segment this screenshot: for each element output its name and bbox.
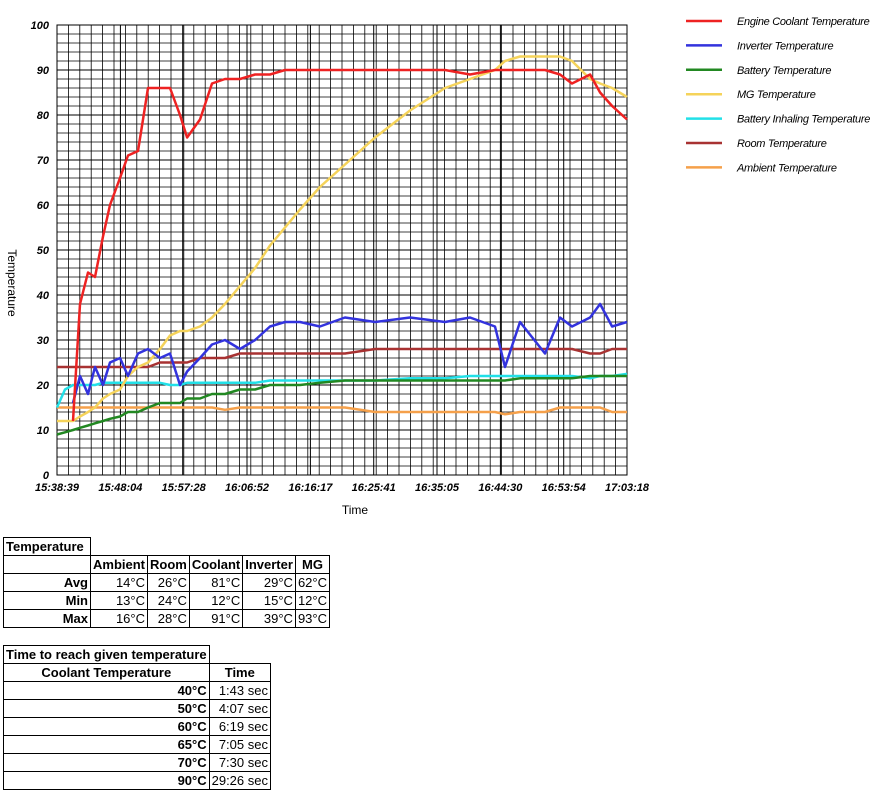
legend-label: Room Temperature: [737, 138, 827, 150]
column-header: Room: [147, 555, 190, 574]
column-header: Coolant: [188, 555, 244, 574]
y-tick-label: 40: [36, 290, 50, 302]
table-cell: 6:19 sec: [208, 717, 271, 736]
series-line: [56, 374, 627, 436]
table-row: Temperature: [3, 537, 330, 556]
row-label: Max: [3, 609, 91, 628]
x-tick-label: 16:53:54: [542, 482, 586, 494]
row-label: Min: [3, 591, 91, 610]
y-tick-label: 80: [37, 110, 50, 122]
legend-label: Battery Inhaling Temperature: [737, 114, 870, 126]
table-row: 65°C 7:05 sec: [3, 735, 271, 754]
row-label: 50°C: [3, 699, 210, 718]
x-tick-label: 15:57:28: [162, 482, 207, 494]
table-cell: 29°C: [242, 573, 296, 592]
table-row: Ambient Room Coolant Inverter MG: [3, 555, 330, 574]
y-tick-label: 0: [43, 470, 50, 482]
series-line: [71, 68, 628, 422]
table-cell: 1:43 sec: [208, 681, 271, 700]
table-cell: 39°C: [242, 609, 296, 628]
table-cell: 15°C: [242, 591, 296, 610]
y-axis-label: Temperature: [5, 249, 19, 317]
x-tick-label: 16:16:17: [288, 482, 333, 494]
table-cell: 12°C: [188, 591, 244, 610]
table-row: Coolant Temperature Time: [3, 663, 271, 682]
x-tick-label: 17:03:18: [605, 482, 650, 494]
table-cell: 4:07 sec: [208, 699, 271, 718]
row-label: 40°C: [3, 681, 210, 700]
table-row: 60°C 6:19 sec: [3, 717, 271, 736]
legend-label: Ambient Temperature: [736, 162, 837, 174]
table-row: Max 16°C 28°C 91°C 39°C 93°C: [3, 609, 330, 628]
plot-frame: [56, 24, 628, 476]
time-table: Time to reach given temperature Coolant T…: [3, 645, 271, 790]
table-title: Time to reach given temperature: [3, 645, 210, 664]
y-tick-label: 70: [37, 155, 50, 167]
table-row: 40°C 1:43 sec: [3, 681, 271, 700]
column-header: Coolant Temperature: [3, 663, 210, 682]
temperature-table: Temperature Ambient Room Coolant Inverter MG A…: [3, 537, 330, 628]
row-label: Avg: [3, 573, 91, 592]
y-tick-label: 100: [31, 20, 50, 32]
table-cell: 93°C: [294, 609, 330, 628]
row-label: 90°C: [3, 771, 210, 790]
table-row: Avg 14°C 26°C 81°C 29°C 62°C: [3, 573, 330, 592]
legend-label: MG Temperature: [737, 89, 816, 101]
x-axis-label: Time: [342, 503, 369, 517]
table-title: Temperature: [3, 537, 91, 556]
table-cell: 26°C: [147, 573, 190, 592]
column-header: MG: [294, 555, 330, 574]
x-tick-label: 16:06:52: [225, 482, 269, 494]
table-row: Min 13°C 24°C 12°C 15°C 12°C: [3, 591, 330, 610]
y-tick-label: 20: [36, 380, 50, 392]
table-cell: 24°C: [147, 591, 190, 610]
column-header: Ambient: [90, 555, 148, 574]
x-tick-label: 16:44:30: [478, 482, 523, 494]
corner-cell: [3, 555, 91, 574]
table-cell: 7:05 sec: [208, 735, 271, 754]
y-tick-label: 50: [37, 245, 50, 257]
table-cell: 81°C: [188, 573, 244, 592]
table-row: Time to reach given temperature: [3, 645, 271, 664]
legend-label: Battery Temperature: [737, 65, 831, 77]
column-header: Inverter: [242, 555, 296, 574]
row-label: 65°C: [3, 735, 210, 754]
table-cell: 12°C: [294, 591, 330, 610]
y-tick-label: 90: [37, 65, 50, 77]
y-tick-label: 60: [37, 200, 50, 212]
table-cell: 16°C: [90, 609, 148, 628]
legend-label: Engine Coolant Temperature: [737, 16, 870, 28]
y-tick-label: 10: [37, 425, 50, 437]
chart: Time Temperature 0 10 20 30 40 50 60 70 80 90 100 1…: [5, 16, 871, 517]
table-cell: 13°C: [90, 591, 148, 610]
x-tick-label: 16:35:05: [415, 482, 460, 494]
legend-label: Inverter Temperature: [737, 40, 833, 52]
table-cell: 29:26 sec: [208, 771, 271, 790]
x-tick-label: 15:48:04: [98, 482, 142, 494]
series-line: [57, 55, 628, 423]
series-line: [57, 406, 627, 416]
series-line: [57, 347, 627, 369]
table-cell: 62°C: [294, 573, 330, 592]
series-line: [55, 372, 628, 409]
table-row: 50°C 4:07 sec: [3, 699, 271, 718]
x-tick-label: 15:38:39: [35, 482, 80, 494]
table-cell: 7:30 sec: [208, 753, 271, 772]
table-cell: 14°C: [90, 573, 148, 592]
table-cell: 28°C: [147, 609, 190, 628]
y-tick-label: 30: [37, 335, 50, 347]
series-line: [71, 302, 628, 404]
x-tick-label: 16:25:41: [352, 482, 396, 494]
row-label: 70°C: [3, 753, 210, 772]
column-header: Time: [208, 663, 271, 682]
table-row: 90°C 29:26 sec: [3, 771, 271, 790]
row-label: 60°C: [3, 717, 210, 736]
table-row: 70°C 7:30 sec: [3, 753, 271, 772]
table-cell: 91°C: [188, 609, 244, 628]
